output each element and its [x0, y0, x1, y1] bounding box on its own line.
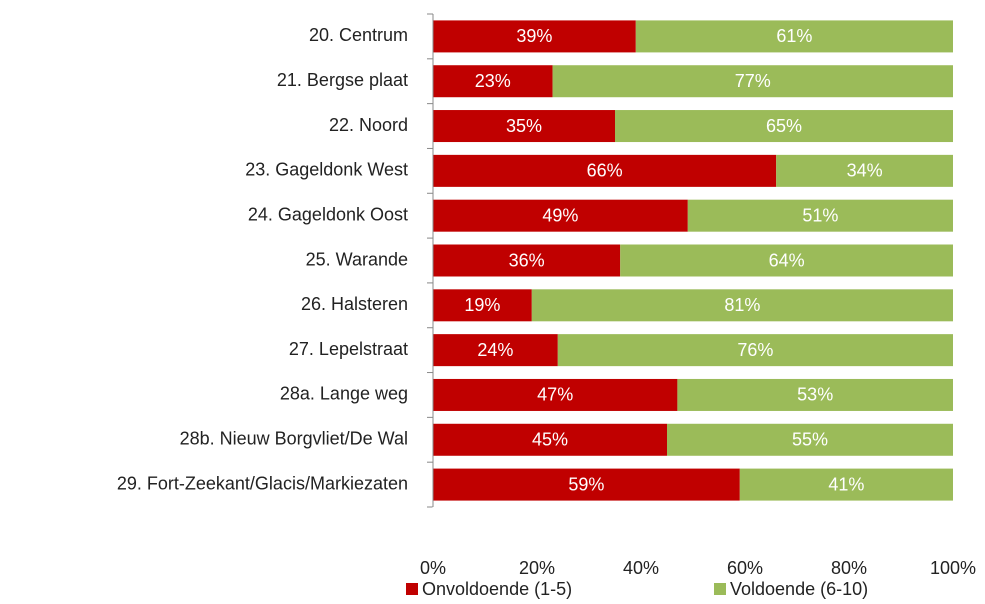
data-label: 41% — [828, 474, 864, 494]
data-label: 34% — [847, 161, 883, 181]
data-label: 66% — [587, 161, 623, 181]
data-label: 61% — [776, 26, 812, 46]
bar-segment — [635, 20, 953, 53]
category-label: 24. Gageldonk Oost — [248, 204, 408, 224]
data-label: 55% — [792, 430, 828, 450]
legend-swatch — [406, 583, 418, 595]
data-label: 65% — [766, 116, 802, 136]
bar-segment — [531, 289, 953, 322]
data-label: 53% — [797, 385, 833, 405]
bar-segment — [433, 289, 532, 322]
bar-segment — [667, 423, 953, 456]
bar-segment — [433, 154, 777, 187]
data-label: 64% — [769, 250, 805, 270]
category-label: 25. Warande — [306, 249, 408, 269]
data-label: 23% — [475, 71, 511, 91]
bar-segment — [433, 199, 688, 232]
data-label: 35% — [506, 116, 542, 136]
data-label: 59% — [568, 474, 604, 494]
category-label: 28b. Nieuw Borgvliet/De Wal — [180, 429, 408, 449]
legend-label: Voldoende (6-10) — [730, 579, 868, 599]
data-label: 77% — [735, 71, 771, 91]
category-label: 28a. Lange weg — [280, 384, 408, 404]
x-tick-label: 20% — [519, 558, 555, 578]
x-tick-label: 80% — [831, 558, 867, 578]
data-label: 49% — [542, 205, 578, 225]
data-label: 81% — [724, 295, 760, 315]
x-tick-label: 60% — [727, 558, 763, 578]
bar-segment — [433, 20, 636, 53]
bar-segment — [433, 244, 621, 277]
data-label: 39% — [516, 26, 552, 46]
data-label: 24% — [477, 340, 513, 360]
bar-segment — [433, 378, 678, 411]
bar-segment — [433, 423, 667, 456]
data-label: 76% — [737, 340, 773, 360]
data-label: 45% — [532, 430, 568, 450]
bar-segment — [552, 65, 953, 98]
bar-segment — [433, 468, 740, 501]
bar-segment — [739, 468, 953, 501]
bar-segment — [615, 110, 953, 143]
legend-swatch — [714, 583, 726, 595]
category-label: 29. Fort-Zeekant/Glacis/Markiezaten — [117, 473, 408, 493]
category-label: 21. Bergse plaat — [277, 70, 408, 90]
data-label: 47% — [537, 385, 573, 405]
category-label: 23. Gageldonk West — [245, 160, 408, 180]
data-label: 36% — [509, 250, 545, 270]
legend-label: Onvoldoende (1-5) — [422, 579, 572, 599]
bar-segment — [620, 244, 953, 277]
category-label: 27. Lepelstraat — [289, 339, 408, 359]
bar-segment — [677, 378, 953, 411]
bar-segment — [687, 199, 953, 232]
x-tick-label: 100% — [930, 558, 976, 578]
data-label: 51% — [802, 205, 838, 225]
category-label: 22. Noord — [329, 115, 408, 135]
bar-segment — [776, 154, 953, 187]
data-label: 19% — [464, 295, 500, 315]
x-tick-label: 0% — [420, 558, 446, 578]
bar-segment — [433, 334, 558, 367]
bar-segment — [433, 110, 615, 143]
x-tick-label: 40% — [623, 558, 659, 578]
bar-segment — [433, 65, 553, 98]
bar-segment — [557, 334, 953, 367]
category-label: 26. Halsteren — [301, 294, 408, 314]
category-label: 20. Centrum — [309, 25, 408, 45]
